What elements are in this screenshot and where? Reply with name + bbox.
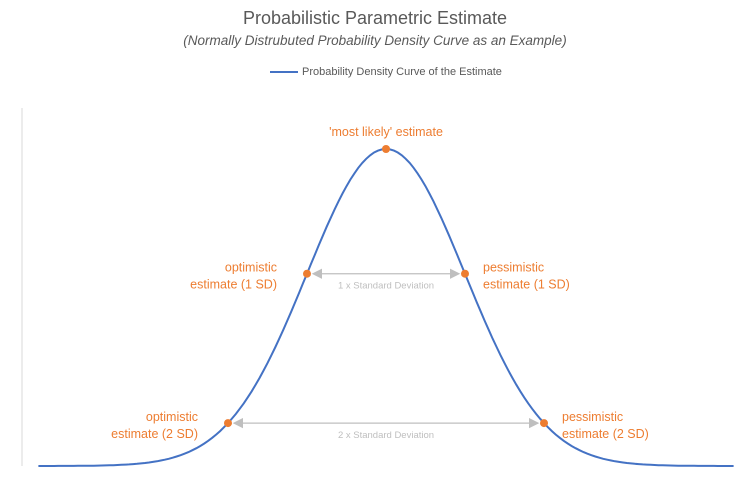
deviation-label: 2 x Standard Deviation — [338, 430, 434, 441]
point-label: 'most likely' estimate — [329, 125, 443, 139]
point-label: estimate (1 SD) — [483, 278, 570, 292]
estimate-point — [303, 269, 311, 278]
point-label: pessimistic — [483, 261, 544, 275]
estimate-point — [382, 145, 390, 153]
legend-swatch — [270, 71, 298, 73]
point-label: estimate (2 SD) — [562, 427, 649, 441]
deviation-label: 1 x Standard Deviation — [338, 281, 434, 292]
chart-title: Probabilistic Parametric Estimate — [242, 8, 508, 28]
point-label: estimate (1 SD) — [190, 278, 277, 292]
chart-subtitle: (Normally Distrubuted Probability Densit… — [183, 33, 567, 48]
point-label: estimate (2 SD) — [111, 427, 198, 441]
estimate-point — [540, 419, 548, 428]
point-label: optimistic — [225, 261, 277, 275]
point-label: pessimistic — [562, 410, 623, 424]
point-label: optimistic — [146, 410, 198, 424]
legend: Probability Density Curve of the Estimat… — [270, 66, 502, 78]
estimate-point — [224, 419, 232, 428]
estimate-point — [461, 269, 469, 278]
legend-label: Probability Density Curve of the Estimat… — [302, 66, 502, 78]
density-curve — [38, 147, 734, 467]
